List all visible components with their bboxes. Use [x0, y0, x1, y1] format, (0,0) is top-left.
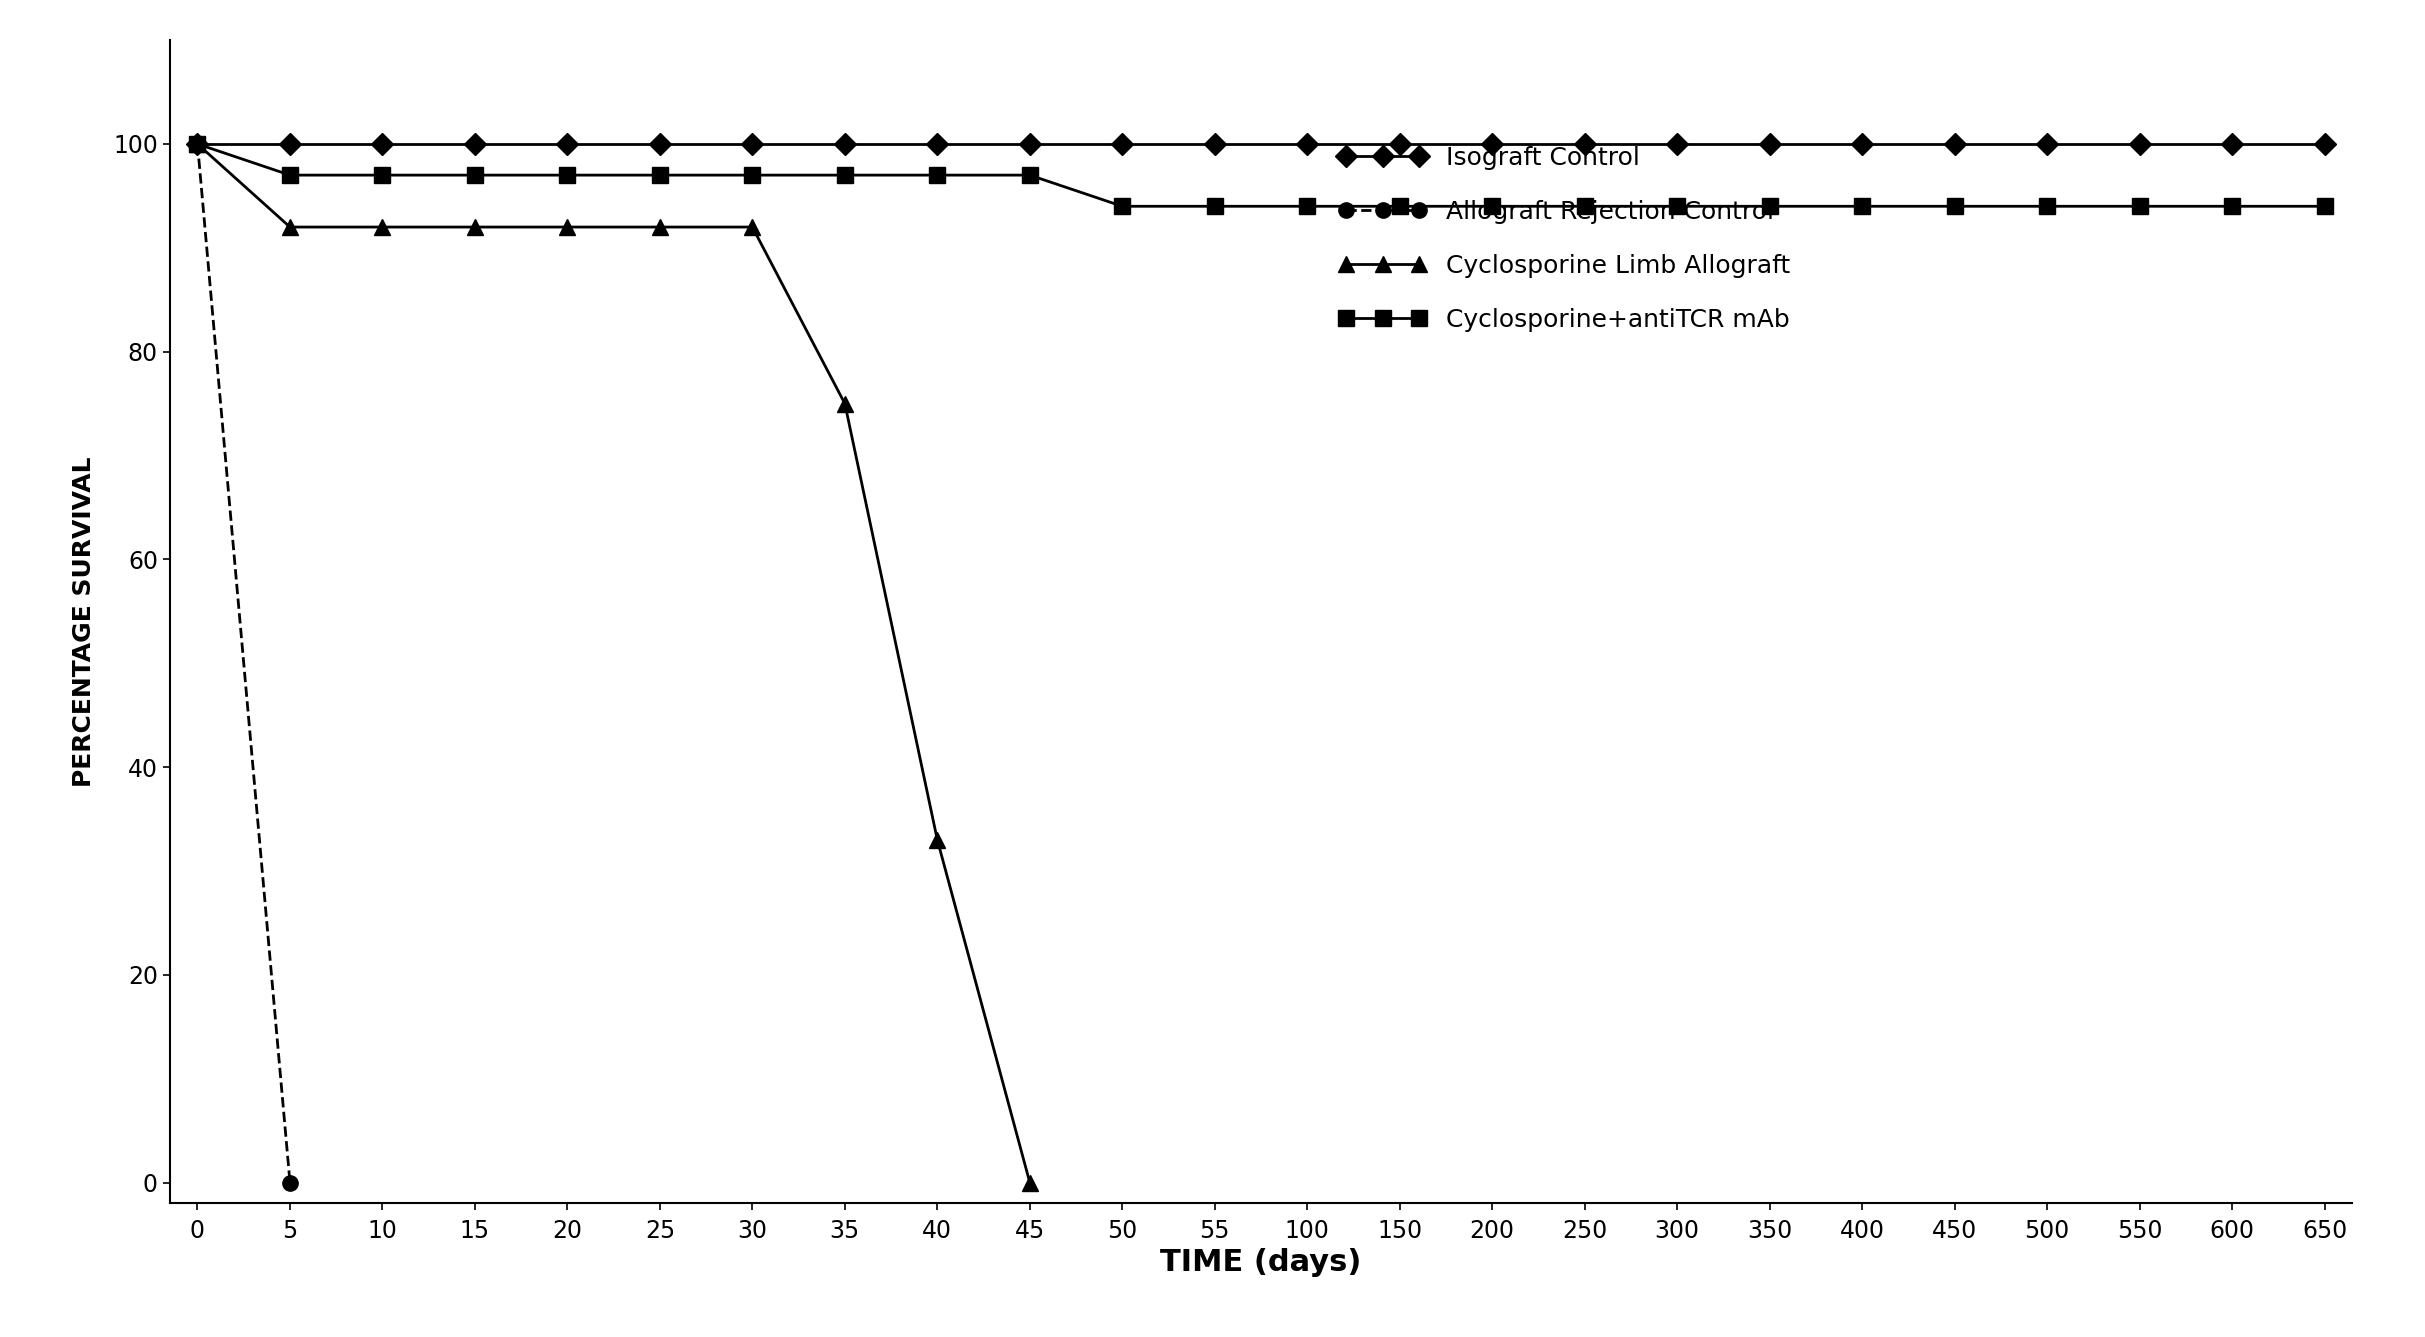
X-axis label: TIME (days): TIME (days)	[1159, 1249, 1363, 1277]
Legend: Isograft Control, Allograft Rejection Control, Cyclosporine Limb Allograft, Cycl: Isograft Control, Allograft Rejection Co…	[1339, 146, 1790, 332]
Y-axis label: PERCENTAGE SURVIVAL: PERCENTAGE SURVIVAL	[73, 456, 97, 787]
